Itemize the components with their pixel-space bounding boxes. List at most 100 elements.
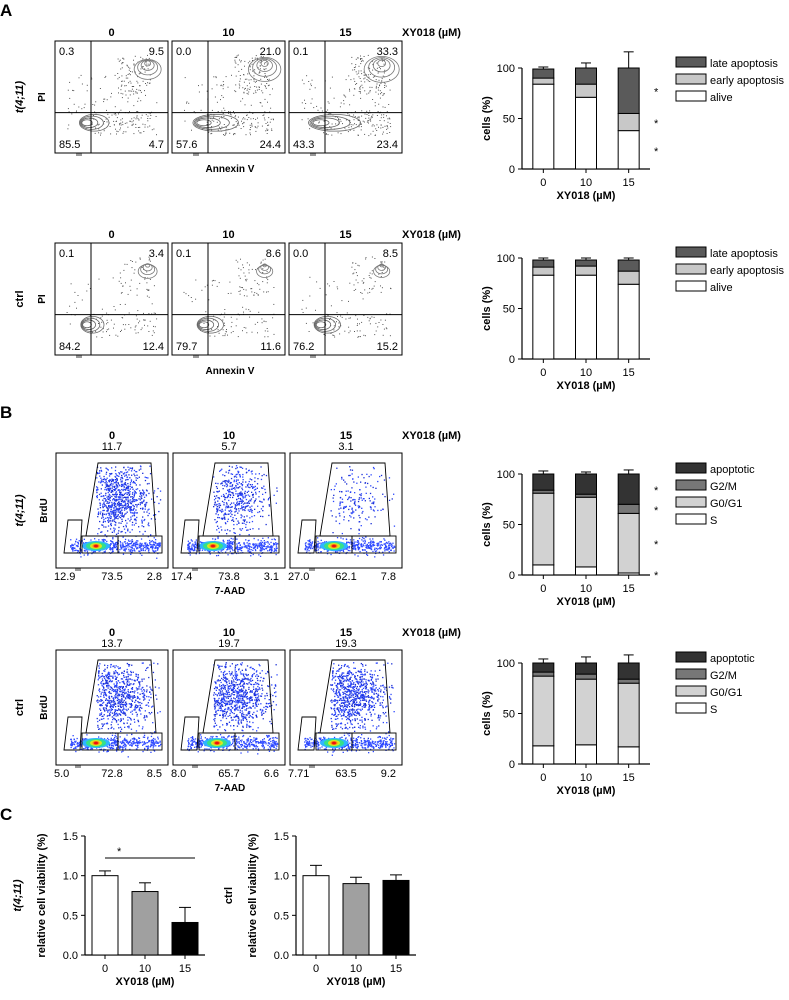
event-dot: [336, 321, 337, 323]
event-dot: [126, 507, 128, 509]
event-dot: [259, 544, 261, 546]
event-dot: [115, 732, 117, 735]
event-dot: [114, 546, 117, 549]
event-dot: [109, 473, 111, 475]
event-dot: [240, 269, 242, 271]
event-dot: [133, 63, 135, 65]
event-dot: [116, 692, 119, 694]
event-dot: [231, 542, 233, 544]
event-dot: [138, 702, 140, 704]
event-dot: [144, 503, 146, 506]
event-dot: [272, 542, 275, 544]
event-dot: [353, 517, 355, 519]
event-dot: [159, 544, 161, 546]
event-dot: [364, 77, 366, 79]
event-dot: [239, 293, 241, 295]
event-dot: [104, 498, 106, 500]
event-dot: [139, 693, 141, 695]
event-dot: [105, 483, 107, 485]
event-dot: [368, 497, 370, 500]
event-dot: [365, 544, 367, 546]
event-dot: [258, 89, 260, 90]
event-dot: [131, 501, 133, 503]
event-dot: [108, 488, 110, 490]
event-dot: [225, 126, 227, 128]
event-dot: [369, 500, 371, 502]
event-dot: [332, 532, 334, 534]
event-dot: [250, 510, 252, 512]
event-dot: [125, 547, 127, 549]
event-dot: [137, 540, 139, 542]
event-dot: [105, 467, 107, 469]
event-dot: [218, 490, 220, 492]
event-dot: [191, 540, 193, 542]
event-dot: [259, 288, 261, 290]
event-dot: [353, 539, 355, 541]
event-dot: [237, 520, 239, 522]
quadrant-value-bottom-right: 11.6: [260, 341, 281, 353]
panel-letter-c: C: [0, 805, 12, 824]
event-dot: [142, 516, 144, 518]
event-dot: [357, 500, 360, 503]
event-dot: [120, 471, 122, 473]
event-dot: [260, 466, 262, 468]
event-dot: [307, 547, 309, 549]
event-dot: [139, 698, 141, 700]
event-dot: [268, 117, 270, 119]
event-dot: [97, 720, 99, 723]
event-dot: [138, 682, 140, 684]
event-dot: [349, 550, 351, 552]
event-dot: [130, 512, 132, 514]
event-dot: [138, 725, 140, 727]
event-dot: [247, 504, 249, 507]
event-dot: [128, 499, 130, 501]
event-dot: [255, 491, 257, 493]
event-dot: [91, 78, 93, 80]
event-dot: [120, 485, 123, 488]
event-dot: [109, 494, 111, 496]
event-dot: [357, 323, 358, 325]
event-dot: [201, 549, 204, 551]
event-dot: [323, 132, 325, 134]
event-dot: [358, 116, 360, 118]
event-dot: [106, 329, 108, 331]
event-dot: [229, 510, 231, 512]
event-dot: [124, 744, 126, 746]
event-dot: [245, 279, 246, 281]
event-dot: [121, 506, 123, 508]
event-dot: [251, 515, 253, 518]
event-dot: [125, 94, 127, 96]
event-dot: [111, 478, 113, 480]
event-dot: [246, 542, 248, 544]
event-dot: [126, 511, 128, 513]
event-dot: [112, 739, 114, 742]
event-dot: [309, 540, 311, 543]
event-dot: [231, 321, 233, 323]
event-dot: [354, 545, 356, 547]
event-dot: [110, 319, 112, 321]
event-dot: [133, 683, 135, 685]
event-dot: [111, 531, 113, 533]
event-dot: [367, 80, 369, 82]
event-dot: [156, 544, 158, 546]
row-label: ctrl: [14, 290, 26, 307]
event-dot: [323, 334, 325, 335]
event-dot: [252, 549, 254, 551]
event-dot: [105, 704, 107, 706]
event-dot: [210, 133, 212, 135]
contour-line: [373, 264, 391, 278]
event-dot: [267, 79, 268, 80]
event-dot: [255, 549, 257, 552]
event-dot: [141, 519, 143, 521]
event-dot: [209, 550, 211, 553]
event-dot: [142, 58, 144, 60]
event-dot: [333, 329, 335, 331]
event-dot: [78, 106, 80, 108]
event-dot: [100, 481, 102, 483]
event-dot: [338, 522, 341, 525]
event-dot: [249, 546, 251, 548]
event-dot: [242, 476, 244, 478]
event-dot: [113, 494, 115, 496]
event-dot: [196, 546, 198, 548]
event-dot: [100, 492, 102, 494]
